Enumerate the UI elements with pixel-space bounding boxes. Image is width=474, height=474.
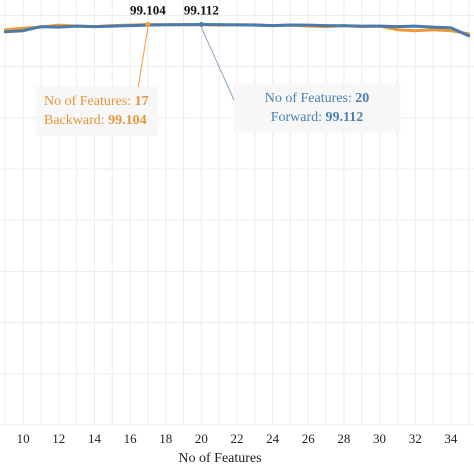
x-tick-label: 30 — [373, 431, 386, 446]
x-tick-label: 32 — [409, 431, 422, 446]
backward-metric-label: Backward: — [44, 113, 105, 128]
forward-features-label: No of Features: — [264, 91, 352, 106]
highlight-point-backward — [145, 22, 151, 28]
backward-tooltip: No of Features: 17 Backward: 99.104 — [36, 87, 157, 135]
x-tick-label: 26 — [302, 431, 316, 446]
data-labels: 99.104 99.112 — [130, 2, 219, 17]
x-tick-label: 18 — [159, 431, 172, 446]
x-tick-labels: 10 12 14 16 18 20 22 24 26 28 30 32 34 — [17, 431, 458, 446]
forward-metric-value: 99.112 — [325, 110, 364, 125]
tooltip-connectors — [137, 27, 235, 101]
forward-tooltip: No of Features: 20 Forward: 99.112 — [234, 84, 400, 132]
x-tick-label: 22 — [231, 431, 244, 446]
series-line-forward — [3, 23, 471, 38]
x-axis-label: No of Features — [178, 451, 262, 466]
x-tick-label: 16 — [124, 431, 138, 446]
backward-features-label: No of Features: — [44, 94, 132, 109]
backward-features-value: 17 — [134, 94, 149, 109]
x-tick-label: 34 — [444, 431, 458, 446]
backward-tooltip-features-row: No of Features: 17 — [44, 92, 149, 111]
backward-tooltip-metric-row: Backward: 99.104 — [44, 111, 149, 130]
data-label-backward: 99.104 — [130, 3, 166, 18]
forward-features-value: 20 — [355, 91, 370, 106]
forward-metric-label: Forward: — [270, 110, 323, 125]
backward-connector — [137, 27, 149, 90]
highlight-point-forward — [198, 21, 204, 27]
grid-lines — [0, 0, 474, 426]
x-tick-label: 20 — [195, 431, 208, 446]
data-label-forward: 99.112 — [184, 2, 219, 17]
x-tick-label: 24 — [266, 431, 280, 446]
x-tick-label: 28 — [337, 431, 350, 446]
data-markers — [145, 21, 204, 28]
x-tick-label: 14 — [88, 431, 102, 446]
backward-metric-value: 99.104 — [108, 113, 147, 128]
forward-tooltip-features-row: No of Features: 20 — [242, 89, 392, 108]
x-tick-label: 10 — [17, 431, 30, 446]
series-lines — [3, 23, 471, 38]
x-tick-label: 12 — [52, 431, 65, 446]
forward-connector — [200, 27, 235, 101]
forward-tooltip-metric-row: Forward: 99.112 — [242, 108, 392, 127]
